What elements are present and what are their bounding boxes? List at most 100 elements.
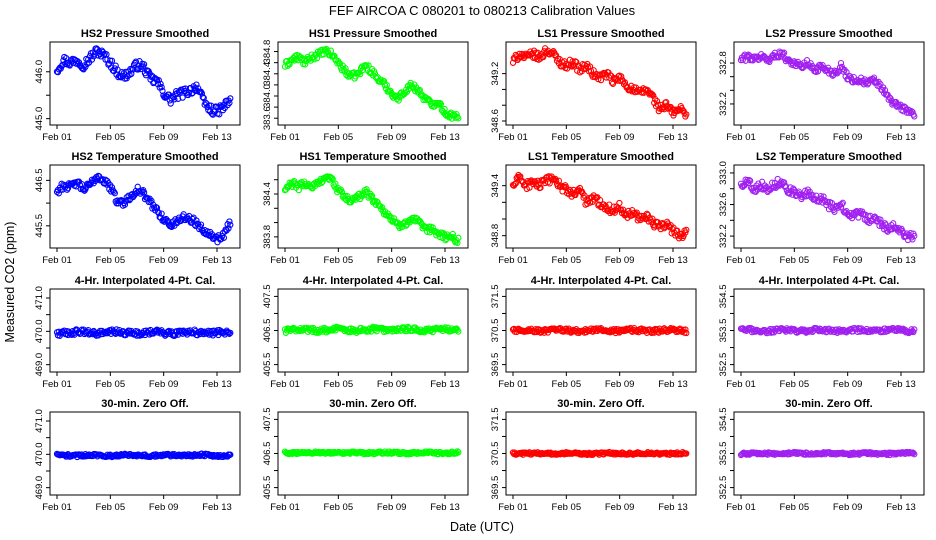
data-point [862,449,869,456]
data-points [509,171,690,242]
panel-title: 30-min. Zero Off. [329,398,416,410]
data-point [151,328,159,335]
data-point [649,215,656,222]
x-tick-label: Feb 01 [726,255,756,266]
data-point [455,449,462,456]
x-tick-label: Feb 05 [96,502,126,513]
data-point [88,56,96,63]
data-point [222,226,229,233]
panel-7: LS1 Temperature Smoothed Feb 01 Feb 05 Feb … [490,151,697,266]
y-tick-label: 384.8 [262,40,273,64]
data-point [344,192,351,200]
panel-title: 30-min. Zero Off. [557,398,644,410]
x-tick-label: Feb 05 [96,255,126,266]
x-tick-label: Feb 01 [726,379,756,390]
data-point [682,326,689,333]
data-point [370,198,378,205]
y-tick-label: 354.5 [718,408,729,432]
x-tick-label: Feb 01 [726,132,756,143]
x-tick-label: Feb 13 [430,502,460,513]
data-point [739,183,746,190]
data-point [555,177,563,184]
data-points [281,448,462,458]
panel-title: LS2 Pressure Smoothed [765,28,892,40]
y-tick-label: 471.0 [34,286,45,310]
panel-12: 4-Hr. Interpolated 4-Pt. Cal. Feb 01 Feb 0… [718,275,925,390]
y-tick-label: 407.5 [262,408,273,432]
panel-5: HS2 Temperature Smoothed Feb 01 Feb 05 Feb … [34,151,241,266]
x-tick-label: Feb 09 [833,379,863,390]
x-tick-label: Feb 01 [42,255,72,266]
data-point [516,50,523,58]
x-tick-label: Feb 13 [202,255,232,266]
plot-frame [277,164,469,249]
x-tick-label: Feb 13 [658,255,688,266]
y-tick-label: 383.8 [262,225,273,249]
data-point [746,176,753,184]
x-tick-label: Feb 13 [658,502,688,513]
data-point [649,91,656,98]
x-tick-label: Feb 09 [149,132,179,143]
data-point [747,177,754,185]
data-points [737,48,918,120]
y-tick-label: 352.5 [718,353,729,377]
y-tick-label: 332.6 [718,193,729,217]
x-tick-label: Feb 13 [886,255,916,266]
y-tick-label: 469.0 [34,353,45,377]
y-tick-label: 405.5 [262,476,273,500]
x-tick-label: Feb 01 [498,379,528,390]
x-tick-label: Feb 05 [552,255,582,266]
data-points [509,45,690,120]
x-tick-label: Feb 05 [324,379,354,390]
x-tick-label: Feb 01 [270,255,300,266]
data-point [597,76,605,84]
data-point [596,196,604,204]
data-point [429,99,436,107]
panel-title: 30-min. Zero Off. [101,398,188,410]
y-tick-label: 332.2 [718,92,729,116]
x-tick-label: Feb 05 [324,255,354,266]
data-point [910,449,917,457]
x-tick-label: Feb 01 [42,379,72,390]
x-tick-label: Feb 13 [886,502,916,513]
y-tick-label: 384.4 [262,62,273,86]
data-point [909,236,916,243]
x-tick-label: Feb 01 [726,502,756,513]
x-axis-label: Date (UTC) [450,520,514,534]
y-tick-label: 384.4 [262,182,273,206]
data-point [683,111,690,118]
data-point [126,196,133,204]
data-point [111,190,118,197]
x-tick-label: Feb 05 [324,132,354,143]
y-tick-label: 369.5 [490,353,501,377]
data-point [85,56,92,63]
panel-3: LS1 Pressure Smoothed Feb 01 Feb 05 Feb 09 F… [490,28,697,143]
panel-4: LS2 Pressure Smoothed Feb 01 Feb 05 Feb 09 F… [718,28,925,143]
data-point [108,57,116,64]
x-tick-label: Feb 09 [149,255,179,266]
plot-frame [49,288,241,373]
y-tick-label: 371.5 [490,285,501,309]
data-points [53,326,234,339]
panel-15: 30-min. Zero Off. Feb 01 Feb 05 Feb 09 Feb 1… [490,398,697,513]
data-point [220,234,228,241]
data-point [154,80,162,88]
x-tick-label: Feb 01 [498,502,528,513]
x-tick-label: Feb 01 [270,132,300,143]
x-tick-label: Feb 13 [202,502,232,513]
panel-title: 4-Hr. Interpolated 4-Pt. Cal. [75,275,216,287]
data-point [226,99,233,107]
x-tick-label: Feb 05 [324,502,354,513]
data-point [437,100,445,108]
y-tick-label: 445.5 [34,214,45,238]
data-point [552,177,560,184]
x-tick-label: Feb 13 [430,255,460,266]
data-points [737,324,918,337]
data-point [189,215,196,223]
data-point [227,221,234,228]
data-point [302,61,309,68]
data-point [215,104,222,111]
y-tick-label: 471.0 [34,409,45,433]
data-point [814,68,822,75]
x-tick-label: Feb 01 [498,255,528,266]
